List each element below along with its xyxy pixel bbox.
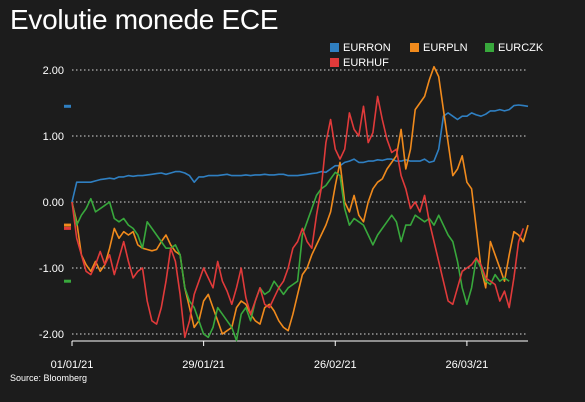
legend-item-eurhuf: EURHUF <box>330 56 389 71</box>
legend-swatch <box>330 43 339 52</box>
legend-label: EURHUF <box>343 57 389 69</box>
series-line-eurpln <box>71 65 529 335</box>
x-tick-label: 29/01/21 <box>182 359 225 371</box>
y-tick-label: 2.00 <box>43 65 64 77</box>
legend-item-eurczk: EURCZK <box>485 41 543 56</box>
last-value-marker-eurczk <box>64 279 71 283</box>
legend-label: EURPLN <box>423 42 468 54</box>
y-tick-label: 0.00 <box>43 197 64 209</box>
legend-label: EURRON <box>343 42 391 54</box>
series-line-eurczk <box>71 171 510 342</box>
legend-label: EURCZK <box>498 42 544 54</box>
last-value-marker-eurron <box>64 104 71 108</box>
y-tick-label: -1.00 <box>39 263 64 275</box>
x-tick-label: 26/02/21 <box>314 359 357 371</box>
legend-swatch <box>410 43 419 52</box>
x-tick-label: 26/03/21 <box>445 359 488 371</box>
y-tick-label: -2.00 <box>39 329 64 341</box>
legend-item-eurron: EURRON <box>330 41 391 56</box>
y-tick-label: 1.00 <box>43 131 64 143</box>
source-note: Source: Bloomberg <box>10 373 88 383</box>
series-line-eurron <box>71 104 529 203</box>
last-value-marker-eurpln <box>64 223 71 227</box>
chart-title: Evolutie monede ECE <box>10 4 279 35</box>
x-tick-label: 01/01/21 <box>51 359 94 371</box>
last-value-marker-eurhuf <box>64 226 71 230</box>
legend-item-eurpln: EURPLN <box>410 41 468 56</box>
legend-swatch <box>330 58 339 67</box>
series-line-eurhuf <box>71 95 525 339</box>
legend-swatch <box>485 43 494 52</box>
